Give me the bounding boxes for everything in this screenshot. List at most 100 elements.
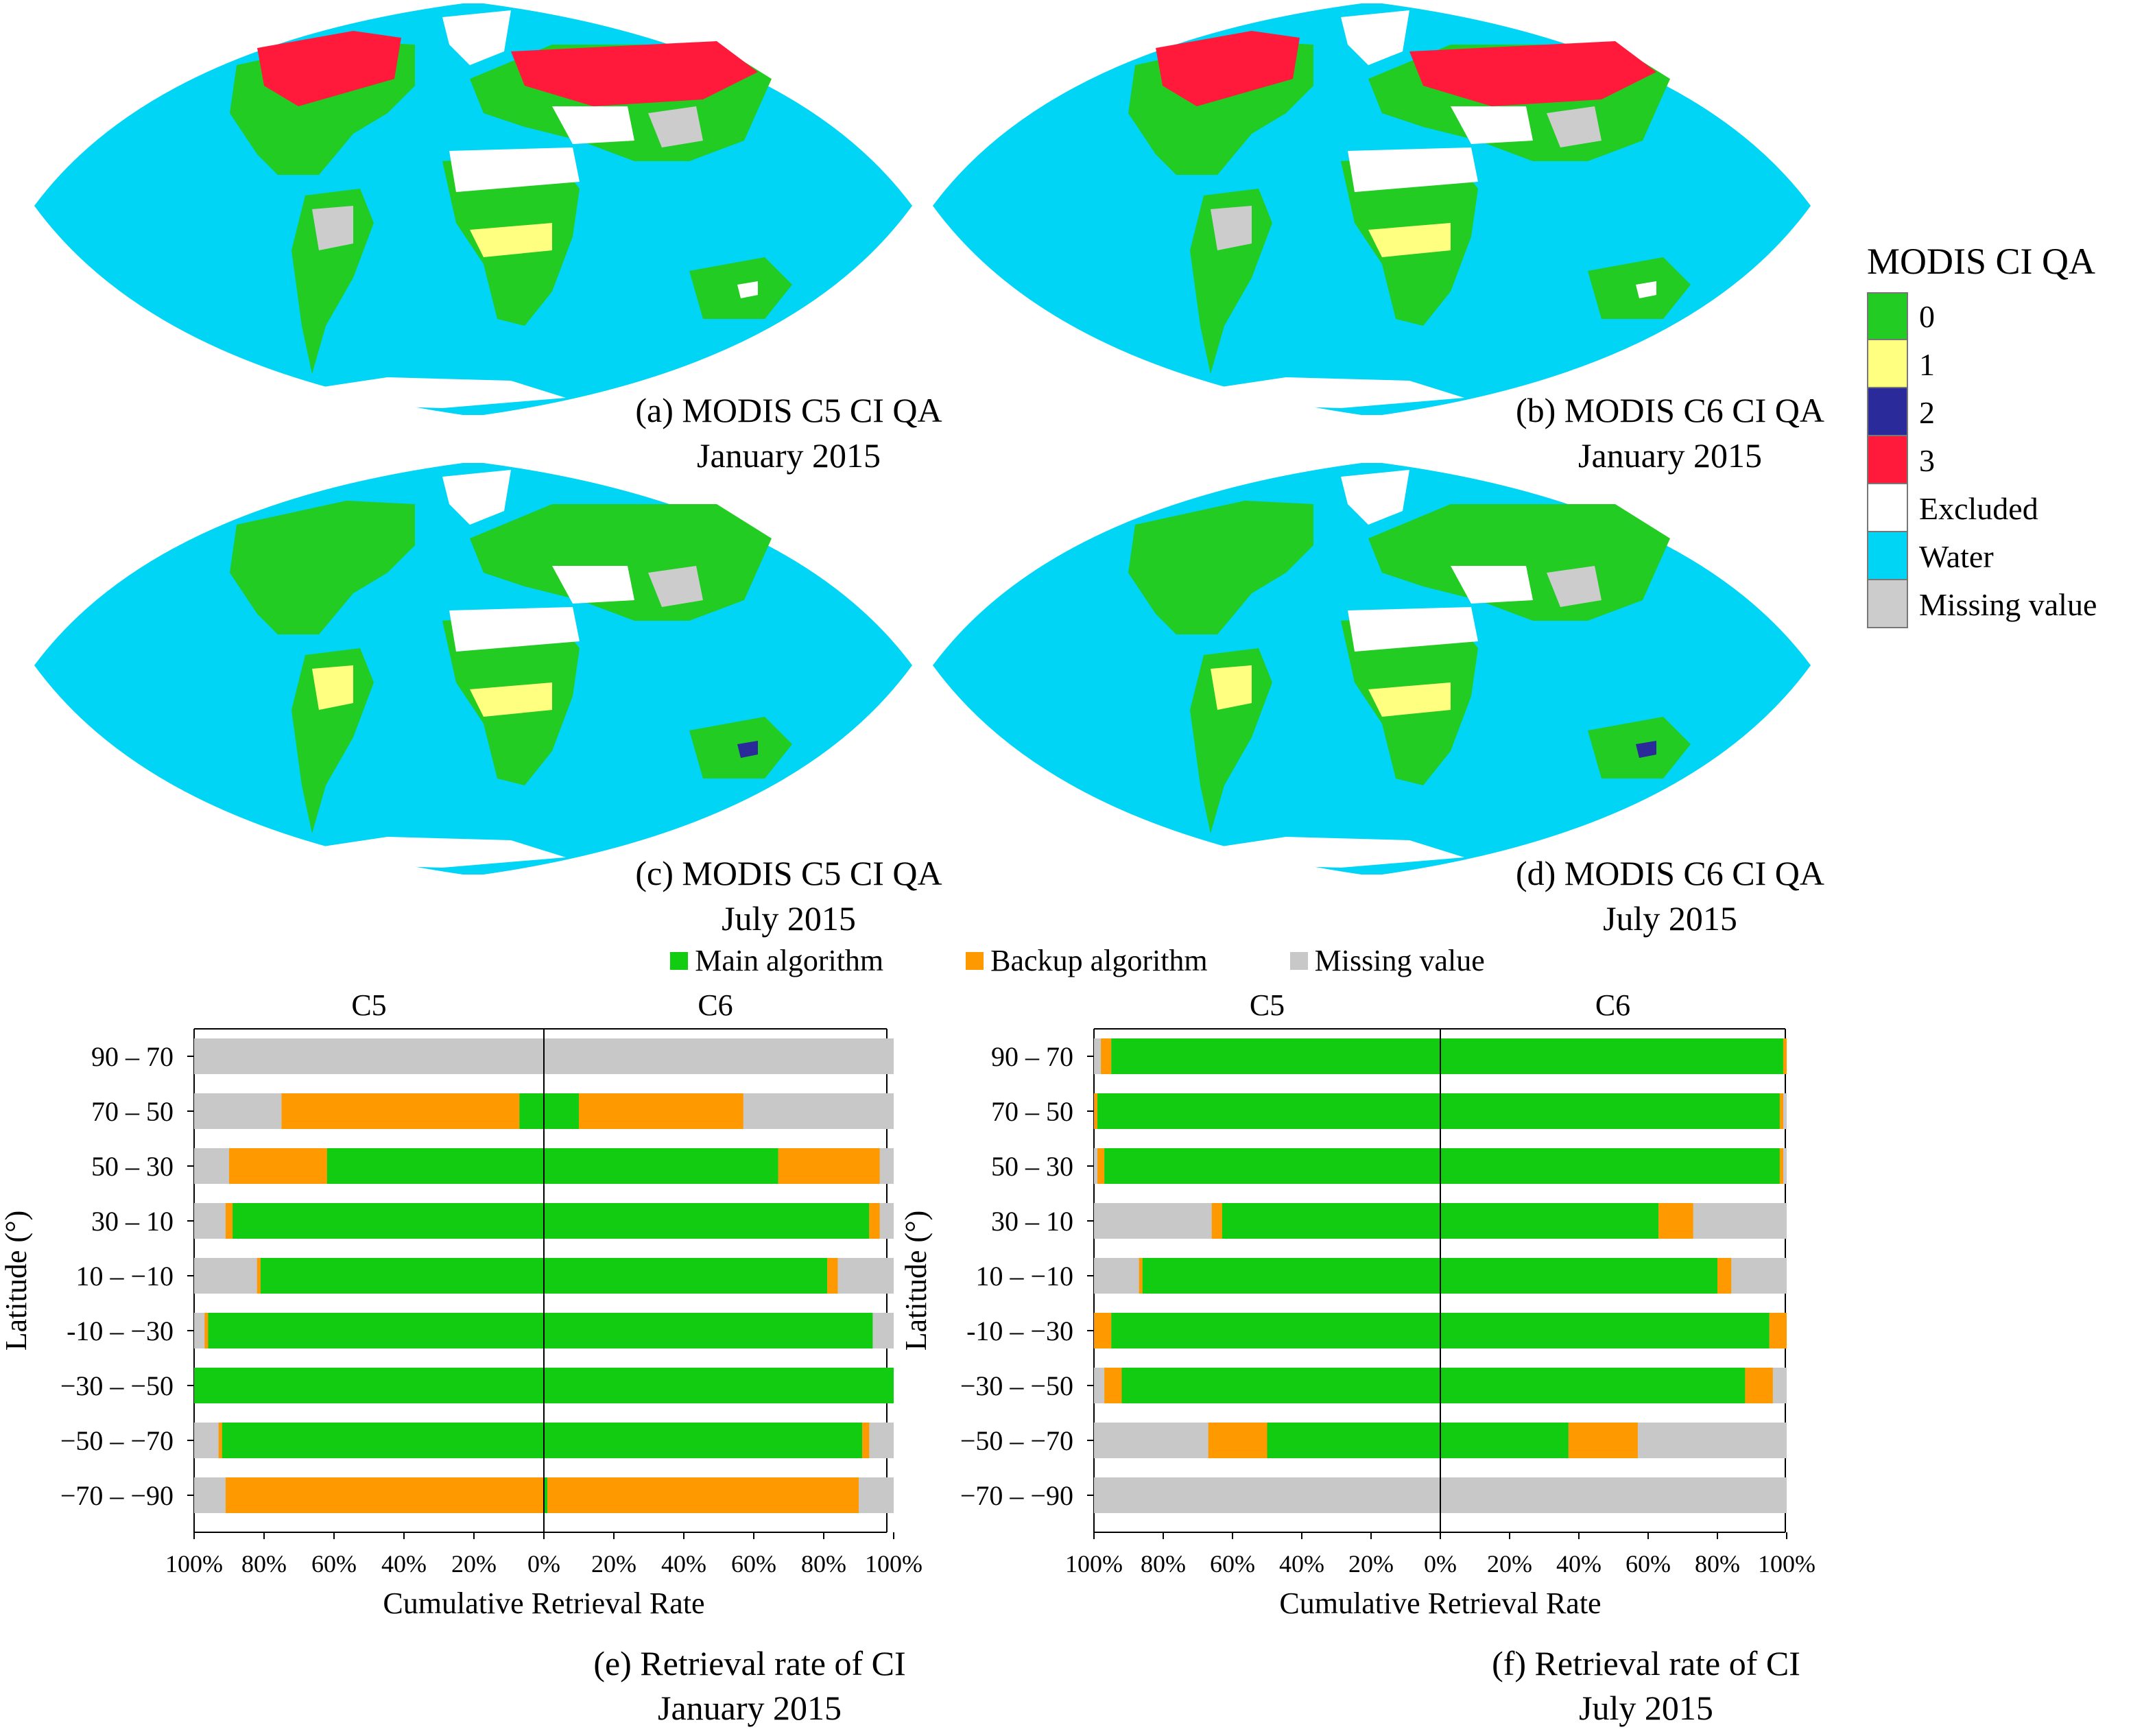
c5-section-title: C5 xyxy=(351,988,386,1022)
latitude-tick-label: −50 – −70 xyxy=(60,1425,174,1456)
qa-legend-label: Water xyxy=(1919,538,1994,574)
qa-swatch-2 xyxy=(1867,388,1908,436)
latitude-tick-label: -10 – −30 xyxy=(966,1316,1073,1346)
bar-c5-main xyxy=(1111,1038,1440,1074)
x-tick-label: 0% xyxy=(1424,1550,1457,1578)
x-tick-label: 100% xyxy=(1758,1550,1815,1578)
bar-c5-backup xyxy=(1101,1038,1112,1074)
bar-c6-main xyxy=(1440,1093,1780,1129)
bar-c5-missing xyxy=(194,1038,544,1074)
north-america-snow-region xyxy=(257,31,401,106)
bar-c5-backup xyxy=(225,1477,544,1513)
latitude-tick-label: −50 – −70 xyxy=(960,1425,1073,1456)
world-map xyxy=(34,3,912,415)
y-axis-label: Latitude (°) xyxy=(899,1211,933,1351)
bar-c5-backup xyxy=(1104,1368,1122,1403)
x-tick-label: 80% xyxy=(241,1550,287,1578)
bar-c6-missing xyxy=(544,1038,894,1074)
qa-legend-item-2: 2 xyxy=(1867,388,2155,436)
bar-c5-main xyxy=(194,1368,544,1403)
latitude-tick-label: 30 – 10 xyxy=(91,1206,174,1237)
bar-c6-main xyxy=(544,1148,778,1184)
x-tick-label: 80% xyxy=(1695,1550,1740,1578)
bar-c6-main xyxy=(1440,1148,1780,1184)
amazon-region xyxy=(312,206,353,250)
c5-section-title: C5 xyxy=(1250,988,1285,1022)
bar-c6-main xyxy=(544,1477,548,1513)
bar-c6-main xyxy=(544,1203,870,1239)
qa-legend: MODIS CI QA 0 1 2 3 Excluded Water Missi… xyxy=(1867,240,2155,628)
x-tick-label: 60% xyxy=(1626,1550,1671,1578)
map-d-caption-line1: (d) MODIS C6 CI QA xyxy=(1516,854,1824,892)
latitude-tick-label: 90 – 70 xyxy=(91,1041,174,1072)
backup-algorithm-swatch xyxy=(966,951,984,970)
chart-caption-line2: January 2015 xyxy=(658,1689,842,1727)
antarctica-excluded xyxy=(1217,837,1464,868)
map-b-caption: (b) MODIS C6 CI QA January 2015 xyxy=(1485,388,1855,478)
qa-legend-item-excluded: Excluded xyxy=(1867,484,2155,532)
bar-c5-backup xyxy=(1211,1203,1222,1239)
bar-c5-backup xyxy=(281,1093,520,1129)
qa-swatch-1 xyxy=(1867,340,1908,388)
bar-c6-backup xyxy=(579,1093,743,1129)
qa-swatch-3 xyxy=(1867,436,1908,484)
bar-c5-backup xyxy=(225,1203,233,1239)
amazon-region xyxy=(312,665,353,710)
latitude-tick-label: −30 – −50 xyxy=(960,1370,1073,1401)
bar-c6-backup xyxy=(1779,1093,1783,1129)
antarctica-excluded xyxy=(319,377,566,408)
qa-legend-label: Excluded xyxy=(1919,490,2038,526)
bar-c6-main xyxy=(1440,1313,1770,1348)
bar-c6-backup xyxy=(862,1423,870,1458)
map-b-c6-january xyxy=(929,3,1814,415)
x-tick-label: 20% xyxy=(451,1550,497,1578)
bar-c6-main xyxy=(544,1258,828,1294)
x-tick-label: 60% xyxy=(311,1550,357,1578)
greenland-excluded xyxy=(1341,10,1409,65)
qa-legend-item-water: Water xyxy=(1867,532,2155,580)
world-map xyxy=(34,463,912,875)
map-c-caption-line1: (c) MODIS C5 CI QA xyxy=(635,854,942,892)
north-america-land xyxy=(230,501,415,634)
bar-c6-backup xyxy=(1769,1313,1787,1348)
x-tick-label: 60% xyxy=(731,1550,776,1578)
c6-section-title: C6 xyxy=(698,988,733,1022)
bar-c6-main xyxy=(1440,1368,1746,1403)
arabia-excluded xyxy=(1451,106,1533,144)
sahara-excluded xyxy=(1348,607,1478,652)
qa-legend-list: 0 1 2 3 Excluded Water Missing value xyxy=(1867,292,2155,628)
qa-legend-item-1: 1 xyxy=(1867,340,2155,388)
latitude-tick-label: 30 – 10 xyxy=(991,1206,1073,1237)
x-tick-label: 40% xyxy=(1279,1550,1324,1578)
map-c-c5-july xyxy=(31,463,916,875)
antarctica-excluded xyxy=(1217,377,1464,408)
map-d-caption: (d) MODIS C6 CI QA July 2015 xyxy=(1485,851,1855,941)
himalaya-missing xyxy=(648,106,703,147)
x-tick-label: 20% xyxy=(1487,1550,1532,1578)
greenland-excluded xyxy=(442,10,511,65)
x-tick-label: 60% xyxy=(1210,1550,1255,1578)
australia-interior xyxy=(1636,281,1656,298)
world-map xyxy=(933,3,1811,415)
chart-legend-label: Missing value xyxy=(1314,944,1485,977)
amazon-region xyxy=(1211,206,1252,250)
map-b-caption-line2: January 2015 xyxy=(1578,436,1762,475)
sahara-excluded xyxy=(449,147,580,192)
latitude-tick-label: 10 – −10 xyxy=(75,1261,174,1292)
africa-savanna-region xyxy=(470,682,552,717)
bar-c6-main xyxy=(544,1423,863,1458)
bar-c5-main xyxy=(1222,1203,1440,1239)
x-tick-label: 80% xyxy=(801,1550,846,1578)
chart-legend-missing: Missing value xyxy=(1289,943,1485,978)
qa-swatch-water xyxy=(1867,532,1908,580)
bar-c6-backup xyxy=(1783,1038,1787,1074)
bar-c5-main xyxy=(233,1203,544,1239)
latitude-tick-label: 70 – 50 xyxy=(91,1096,174,1127)
latitude-tick-label: 10 – −10 xyxy=(975,1261,1073,1292)
bar-c6-backup xyxy=(547,1477,859,1513)
bar-c5-backup xyxy=(257,1258,261,1294)
latitude-tick-label: 50 – 30 xyxy=(91,1151,174,1182)
world-map xyxy=(933,463,1811,875)
bar-c5-main xyxy=(1142,1258,1440,1294)
